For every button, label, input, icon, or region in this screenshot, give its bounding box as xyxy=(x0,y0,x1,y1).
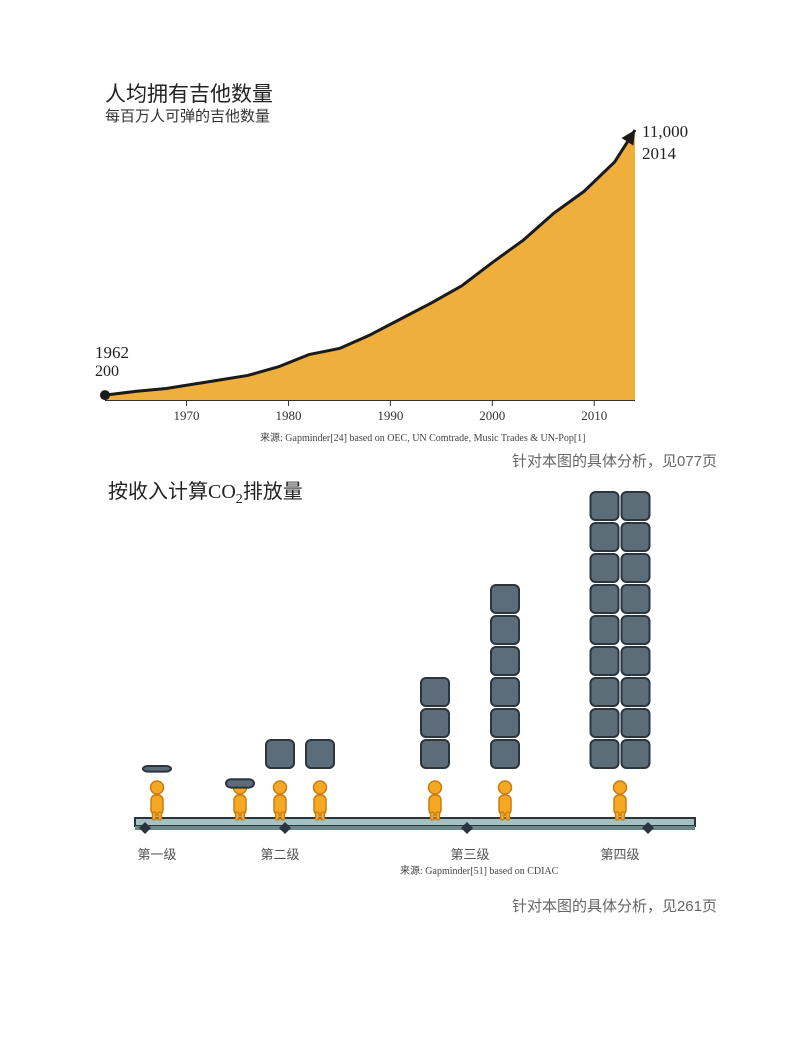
chart2-source: 来源: Gapminder[51] based on CDIAC xyxy=(400,862,558,877)
chart2-pictogram xyxy=(85,460,705,880)
chart1-area-chart xyxy=(85,120,695,440)
chart2-level-label: 第一级 xyxy=(137,844,176,863)
chart1-start-value: 200 xyxy=(95,363,119,381)
chart1-source: 来源: Gapminder[24] based on OEC, UN Comtr… xyxy=(260,429,586,444)
chart1-title: 人均拥有吉他数量 xyxy=(105,78,273,108)
chart2-level-label: 第三级 xyxy=(450,844,489,863)
chart1-x-tick-label: 1980 xyxy=(275,408,301,424)
page: 人均拥有吉他数量 每百万人可弹的吉他数量 1962 200 11,000 201… xyxy=(0,0,802,1037)
chart1-end-year: 2014 xyxy=(642,144,676,164)
chart1-end-value: 11,000 xyxy=(642,122,688,142)
chart1-start-year: 1962 xyxy=(95,343,129,363)
chart1-x-tick-label: 1970 xyxy=(174,408,200,424)
chart1-x-tick-label: 2010 xyxy=(581,408,607,424)
chart2-note: 针对本图的具体分析，见261页 xyxy=(512,895,717,916)
chart1-x-tick-label: 2000 xyxy=(479,408,505,424)
chart2-level-label: 第二级 xyxy=(260,844,299,863)
chart2-level-label: 第四级 xyxy=(600,844,639,863)
chart1-x-tick-label: 1990 xyxy=(377,408,403,424)
